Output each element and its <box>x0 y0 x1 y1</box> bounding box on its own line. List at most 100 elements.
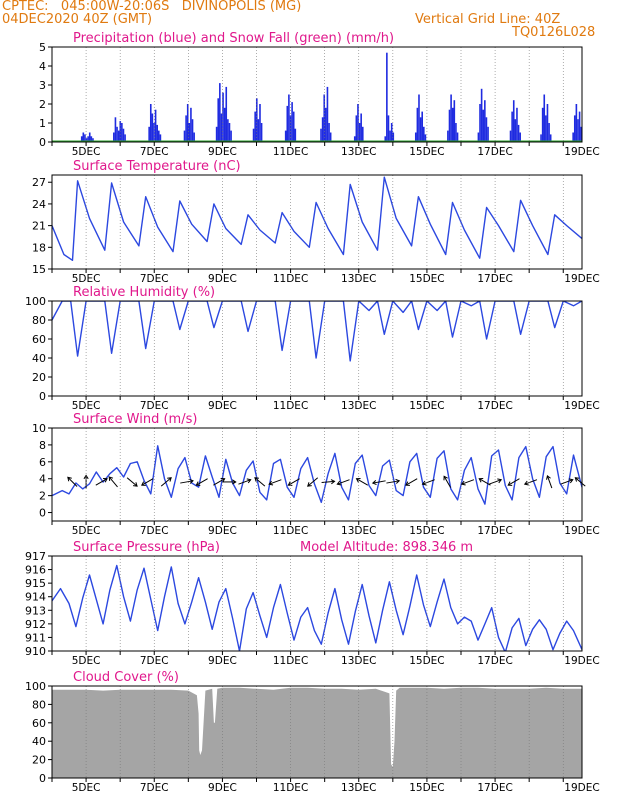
y-tick-label: 915 <box>25 577 46 590</box>
wind-arrow <box>560 478 574 485</box>
x-tick-label: 19DEC <box>564 146 599 158</box>
precip-bar <box>291 102 293 142</box>
precip-bar <box>259 104 261 142</box>
wind-arrow <box>488 478 503 485</box>
precip-bar <box>121 123 123 142</box>
precip-bar <box>149 104 152 142</box>
x-tick-label: 7DEC <box>140 273 169 285</box>
precip-bar <box>328 123 330 142</box>
wind-arrow-head <box>287 481 293 486</box>
wind-arrow <box>83 474 89 489</box>
wind-arrow-head <box>254 477 259 482</box>
plot-frame <box>51 427 583 522</box>
wind-arrow <box>478 478 491 486</box>
precip-bar <box>92 138 94 142</box>
wind-arrow-head <box>83 474 89 480</box>
x-tick-label: 13DEC <box>341 782 376 794</box>
wind-arrow <box>523 479 538 486</box>
x-tick-label: 11DEC <box>273 782 308 794</box>
precip-bar <box>572 132 574 142</box>
precip-bar <box>479 104 481 142</box>
wind-arrow-shaft <box>180 480 194 484</box>
wind-arrow-head <box>478 478 484 483</box>
wind-arrow <box>460 479 475 486</box>
y-tick-label: 27 <box>32 176 46 189</box>
y-tick-label: 15 <box>32 263 46 276</box>
precip-bar <box>122 128 125 142</box>
precip-bar <box>223 107 226 142</box>
x-tick-label: 9DEC <box>208 400 237 412</box>
precip-bar <box>260 123 263 142</box>
wind-arrow <box>336 479 350 486</box>
y-tick-label: 60 <box>32 717 46 730</box>
x-tick-label: 5DEC <box>72 655 101 667</box>
wind-arrow <box>180 478 194 484</box>
x-tick-label: 7DEC <box>140 525 169 537</box>
precip-bar <box>384 136 387 142</box>
precip-bar <box>254 111 256 142</box>
wind-arrow-shaft <box>95 478 108 486</box>
wind-arrow <box>321 479 336 485</box>
precip-bar <box>151 113 154 142</box>
x-tick-label: 15DEC <box>409 525 444 537</box>
plot-frame <box>51 555 583 652</box>
x-tick-label: 19DEC <box>564 782 599 794</box>
x-tick-label: 9DEC <box>208 525 237 537</box>
precip-bar <box>361 126 364 142</box>
precip-bar <box>516 107 518 142</box>
x-tick-label: 17DEC <box>477 146 512 158</box>
panel-subtitle: Model Altitude: 898.346 m <box>300 540 473 555</box>
precip-bar <box>222 92 224 142</box>
precip-bar <box>193 132 195 142</box>
y-tick-label: 2 <box>39 98 46 111</box>
wind-arrow-head <box>189 478 194 484</box>
y-tick-label: 20 <box>32 754 46 767</box>
wind-arrow-head <box>167 477 172 482</box>
wind-arrow-shaft <box>337 479 350 485</box>
y-tick-label: 18 <box>32 241 46 254</box>
precip-bar <box>357 104 359 142</box>
precip-bar <box>113 132 115 142</box>
x-tick-label: 11DEC <box>273 146 308 158</box>
y-tick-label: 80 <box>32 314 46 327</box>
precip-bar <box>548 123 550 142</box>
wind-arrow <box>386 478 401 484</box>
precip-bar <box>183 130 186 142</box>
precip-bar <box>227 119 229 142</box>
wind-arrow-shaft <box>546 475 553 489</box>
wind-arrow-shaft <box>488 479 502 485</box>
y-tick-label: 60 <box>32 333 46 346</box>
wind-arrow-head <box>395 478 401 484</box>
series-line <box>52 445 582 505</box>
precip-bar <box>573 115 576 142</box>
y-tick-label: 0 <box>39 390 46 403</box>
wind-arrow-shaft <box>196 478 208 486</box>
wind-arrow-shaft <box>443 476 452 488</box>
precip-bar <box>509 130 512 142</box>
y-tick-label: 40 <box>32 352 46 365</box>
wind-arrow <box>160 477 172 487</box>
precip-bar <box>219 83 221 142</box>
precip-bar <box>386 52 388 143</box>
precip-bar <box>448 109 451 142</box>
series-line <box>52 564 582 651</box>
wind-arrow-head <box>405 481 410 486</box>
panel-title: Surface Pressure (hPa) <box>73 540 220 555</box>
wind-arrow <box>95 478 108 486</box>
precip-bar <box>580 126 582 142</box>
precip-bar <box>220 113 223 142</box>
precip-bar <box>159 134 162 142</box>
x-tick-label: 5DEC <box>72 782 101 794</box>
y-tick-label: 10 <box>32 422 46 435</box>
precip-bar <box>392 132 395 142</box>
wind-arrow-head <box>67 476 72 482</box>
wind-arrow-head <box>497 478 503 484</box>
x-tick-label: 17DEC <box>477 400 512 412</box>
y-tick-label: 8 <box>39 439 46 452</box>
precip-bar <box>512 100 515 142</box>
precip-bar <box>487 126 489 142</box>
wind-arrow-head <box>268 480 274 486</box>
wind-arrow <box>287 478 300 486</box>
precip-bar <box>156 124 158 142</box>
precip-bar <box>294 128 297 142</box>
